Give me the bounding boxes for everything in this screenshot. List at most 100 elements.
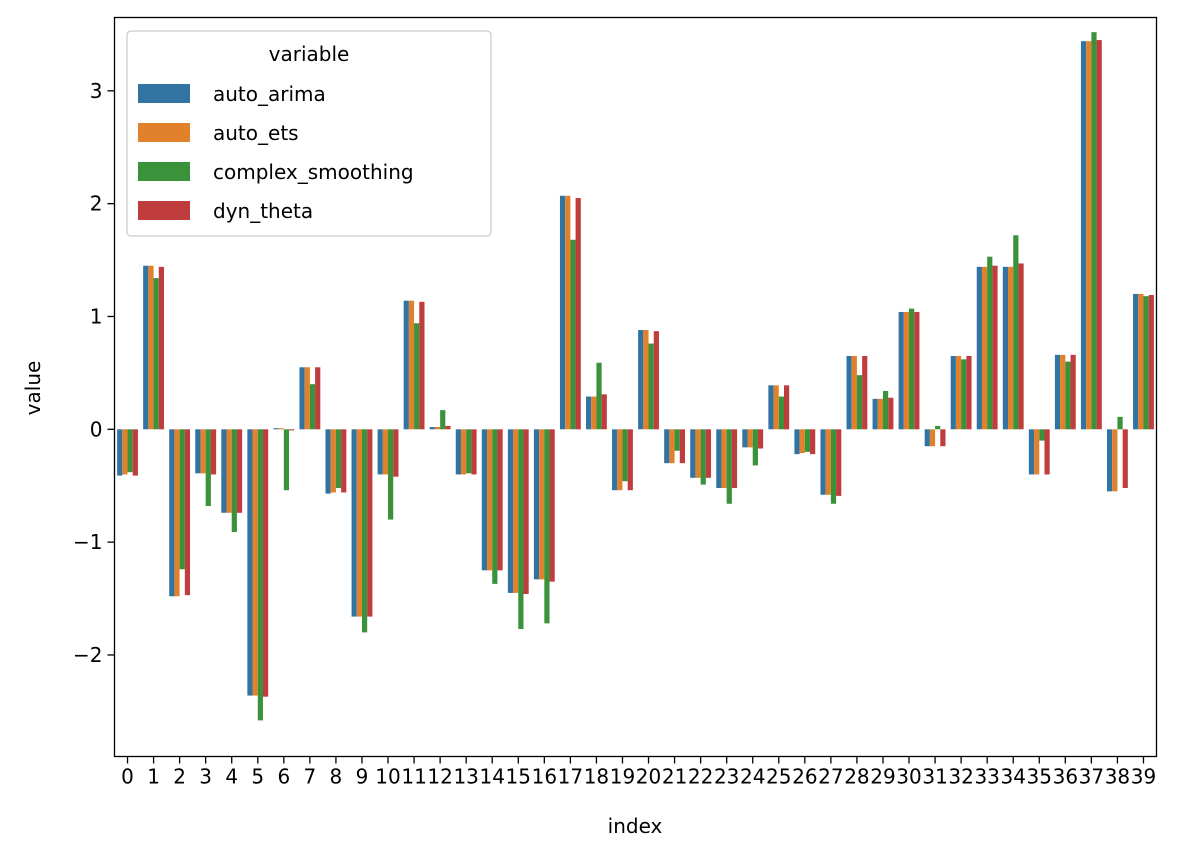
- bar-dyn_theta-22: [705, 429, 712, 478]
- bar-dyn_theta-27: [836, 429, 842, 496]
- bar-complex_smoothing-36: [1065, 361, 1071, 430]
- bar-auto_arima-9: [351, 429, 357, 617]
- bar-complex_smoothing-35: [1039, 429, 1045, 441]
- bar-auto_arima-34: [1002, 266, 1009, 430]
- bar-complex_smoothing-7: [309, 384, 316, 430]
- bar-dyn_theta-16: [549, 429, 555, 582]
- legend-label-auto_arima: auto_arima: [213, 82, 326, 106]
- x-tick-label: 23: [714, 765, 739, 789]
- bar-complex_smoothing-34: [1013, 235, 1019, 430]
- bar-auto_ets-31: [929, 429, 936, 447]
- bar-complex_smoothing-17: [570, 239, 576, 430]
- x-tick-label: 2: [173, 765, 186, 789]
- bar-complex_smoothing-6: [283, 429, 290, 491]
- bar-auto_ets-14: [487, 429, 493, 571]
- bar-auto_arima-1: [143, 265, 149, 430]
- bar-auto_ets-39: [1138, 293, 1144, 430]
- bar-auto_ets-32: [955, 355, 962, 430]
- bar-dyn_theta-3: [210, 429, 217, 475]
- x-tick-label: 5: [251, 765, 264, 789]
- x-tick-label: 24: [740, 765, 765, 789]
- bar-dyn_theta-2: [184, 429, 191, 596]
- x-tick-label: 32: [948, 765, 973, 789]
- legend-label-auto_ets: auto_ets: [213, 121, 299, 145]
- bar-auto_ets-9: [356, 429, 362, 617]
- bar-dyn_theta-34: [1018, 263, 1024, 430]
- bar-complex_smoothing-13: [466, 429, 472, 474]
- bar-auto_ets-37: [1086, 41, 1092, 430]
- bar-dyn_theta-26: [810, 429, 816, 455]
- bar-dyn_theta-18: [601, 394, 607, 430]
- x-tick-label: 37: [1079, 765, 1104, 789]
- x-tick-label: 31: [922, 765, 947, 789]
- bar-auto_arima-0: [117, 429, 123, 476]
- legend-swatch-complex_smoothing: [138, 162, 190, 181]
- bar-complex_smoothing-23: [726, 429, 732, 504]
- x-tick-label: 1: [147, 765, 160, 789]
- x-tick-label: 35: [1027, 765, 1052, 789]
- bar-auto_arima-2: [169, 429, 175, 597]
- bar-complex_smoothing-22: [700, 429, 706, 485]
- y-tick-label: 2: [90, 192, 103, 216]
- legend-title: variable: [269, 42, 350, 66]
- legend-label-dyn_theta: dyn_theta: [213, 199, 313, 223]
- bar-auto_arima-5: [247, 429, 253, 696]
- x-tick-label: 10: [375, 765, 400, 789]
- bar-auto_ets-28: [851, 355, 857, 430]
- bar-auto_ets-3: [200, 429, 206, 474]
- bar-complex_smoothing-29: [882, 390, 889, 430]
- bar-auto_arima-29: [872, 398, 878, 430]
- bar-dyn_theta-39: [1148, 295, 1154, 430]
- bar-complex_smoothing-1: [153, 278, 159, 430]
- bar-complex_smoothing-10: [388, 429, 394, 520]
- bar-auto_ets-4: [226, 429, 232, 513]
- x-tick-label: 34: [1000, 765, 1025, 789]
- bar-dyn_theta-20: [653, 331, 659, 430]
- bar-auto_ets-6: [278, 428, 284, 430]
- bar-dyn_theta-13: [471, 429, 477, 475]
- bar-complex_smoothing-30: [909, 308, 915, 430]
- bar-auto_arima-26: [794, 429, 800, 455]
- x-tick-label: 0: [121, 765, 134, 789]
- legend-frame: [126, 30, 492, 237]
- bar-dyn_theta-31: [940, 429, 946, 447]
- x-tick-label: 27: [818, 765, 843, 789]
- bar-auto_arima-33: [976, 266, 982, 430]
- bar-dyn_theta-24: [757, 429, 764, 449]
- bar-dyn_theta-29: [888, 397, 894, 430]
- bar-auto_arima-19: [612, 429, 618, 491]
- x-tick-label: 33: [974, 765, 999, 789]
- legend-swatch-dyn_theta: [138, 201, 190, 220]
- bar-auto_ets-29: [877, 398, 883, 430]
- bar-dyn_theta-1: [158, 266, 164, 430]
- legend-swatch-auto_ets: [138, 123, 190, 142]
- bar-complex_smoothing-39: [1143, 296, 1149, 430]
- bar-auto_ets-30: [903, 311, 910, 430]
- bar-dyn_theta-30: [914, 311, 920, 430]
- bar-complex_smoothing-0: [127, 429, 133, 473]
- x-tick-label: 8: [330, 765, 343, 789]
- x-tick-label: 3: [199, 765, 212, 789]
- bar-auto_arima-3: [195, 429, 201, 474]
- bar-dyn_theta-6: [289, 429, 295, 431]
- plot-frame: [113, 16, 1158, 758]
- x-tick-label: 14: [479, 765, 504, 789]
- bar-dyn_theta-8: [341, 429, 347, 493]
- bar-auto_arima-4: [221, 429, 227, 513]
- bar-dyn_theta-11: [419, 301, 425, 430]
- bar-dyn_theta-25: [783, 385, 790, 430]
- bar-complex_smoothing-15: [518, 429, 524, 630]
- bar-auto_arima-13: [455, 429, 461, 475]
- bar-complex_smoothing-11: [414, 323, 420, 430]
- y-tick-label: 3: [90, 79, 103, 103]
- bar-complex_smoothing-5: [257, 429, 263, 721]
- x-tick-label: 11: [401, 765, 426, 789]
- x-tick-label: 21: [662, 765, 687, 789]
- bar-complex_smoothing-19: [622, 429, 628, 482]
- x-tick-label: 26: [792, 765, 817, 789]
- x-tick-label: 30: [896, 765, 921, 789]
- x-tick-label: 36: [1053, 765, 1078, 789]
- x-tick-label: 18: [584, 765, 609, 789]
- bar-auto_ets-11: [408, 300, 415, 430]
- bar-auto_arima-23: [716, 429, 722, 488]
